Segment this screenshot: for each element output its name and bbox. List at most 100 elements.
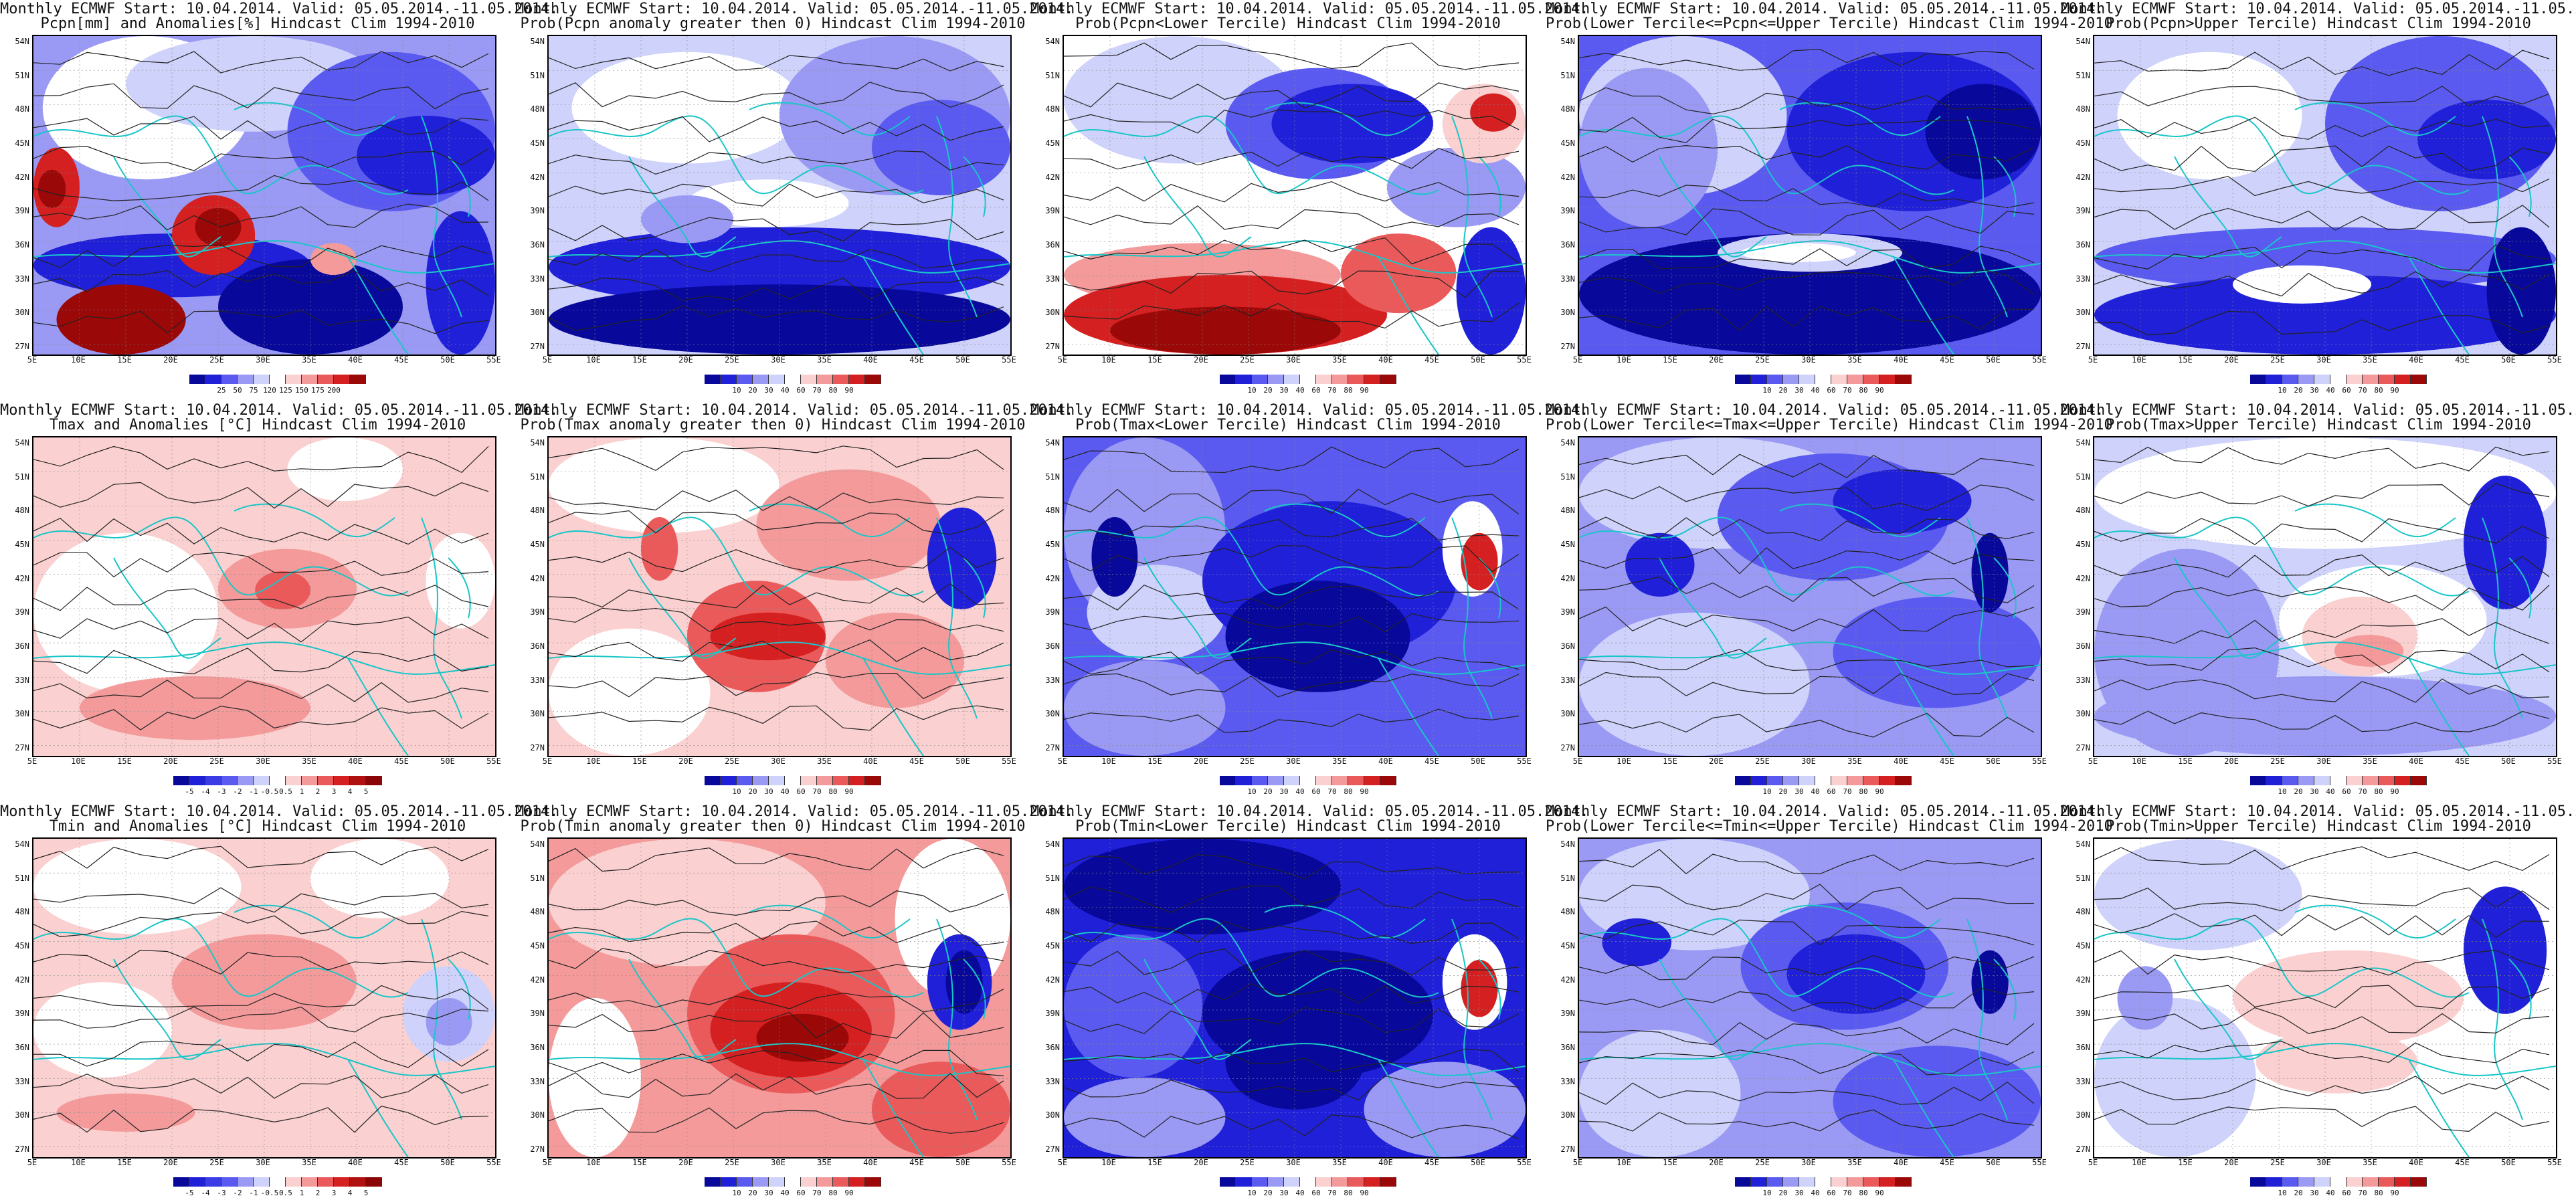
color-bar-label: 60 bbox=[1311, 787, 1321, 796]
lat-tick-label: 45N bbox=[15, 138, 29, 148]
contour-line bbox=[549, 583, 1004, 609]
coastline bbox=[1378, 658, 1439, 756]
color-bar-label: 30 bbox=[2310, 386, 2319, 395]
lat-tick-label: 30N bbox=[530, 308, 545, 318]
color-bar-segment bbox=[1268, 375, 1284, 384]
lat-tick-label: 54N bbox=[530, 438, 545, 447]
lat-tick-label: 33N bbox=[530, 274, 545, 284]
lat-tick-label: 36N bbox=[1560, 1043, 1575, 1052]
color-bar-segment bbox=[1364, 776, 1380, 785]
color-bar-segment bbox=[2411, 375, 2427, 384]
color-bar-segment bbox=[1831, 776, 1847, 785]
color-bar-segment bbox=[2266, 375, 2282, 384]
lat-tick-label: 54N bbox=[1045, 839, 1060, 849]
shaded-region bbox=[426, 998, 472, 1046]
lon-tick-label: 5E bbox=[542, 1158, 553, 1167]
color-bar-segment bbox=[366, 776, 382, 785]
contour-line bbox=[1064, 270, 1520, 298]
lon-tick-label: 50E bbox=[955, 757, 970, 766]
shaded-field bbox=[1579, 839, 2041, 1157]
lon-tick-label: 55E bbox=[1517, 1158, 1532, 1167]
color-bar-label: 60 bbox=[796, 787, 806, 796]
panel-subtitle: Prob(Tmax anomaly greater then 0) Hindca… bbox=[520, 417, 1026, 433]
color-bar-segment bbox=[1735, 776, 1751, 785]
color-bar-label: 60 bbox=[796, 386, 806, 395]
panel-subtitle: Prob(Tmax>Upper Tercile) Hindcast Clim 1… bbox=[2106, 417, 2531, 433]
lat-tick-label: 39N bbox=[15, 1009, 29, 1019]
map-panel-r2c2: Monthly ECMWF Start: 10.04.2014. Valid: … bbox=[515, 401, 1073, 803]
lat-tick-label: 39N bbox=[15, 206, 29, 216]
contour-line bbox=[1579, 919, 2035, 946]
shaded-region bbox=[195, 208, 242, 247]
color-bar-segment bbox=[1863, 1177, 1879, 1187]
coastline bbox=[1064, 1043, 1526, 1076]
color-bar-label: 80 bbox=[828, 1189, 838, 1197]
lat-tick-label: 27N bbox=[530, 342, 545, 351]
color-bar-label: -5 bbox=[185, 787, 194, 796]
color-bar-label: 40 bbox=[780, 1189, 790, 1197]
color-bar-segment bbox=[849, 375, 865, 384]
coastline bbox=[1451, 116, 1493, 318]
contour-line bbox=[1064, 1114, 1520, 1140]
color-bar-segment bbox=[1783, 375, 1799, 384]
contour-line bbox=[1579, 245, 2035, 270]
panel-subtitle: Prob(Pcpn anomaly greater then 0) Hindca… bbox=[520, 15, 1026, 32]
lat-tick-label: 45N bbox=[1560, 540, 1575, 549]
color-bar-label: 3 bbox=[331, 787, 337, 796]
contour-line bbox=[549, 276, 1004, 301]
coastline bbox=[549, 918, 924, 998]
lat-tick-label: 33N bbox=[2076, 274, 2090, 284]
contour-line bbox=[1064, 545, 1520, 573]
map-plot-area bbox=[1063, 436, 1527, 757]
color-bar-segment bbox=[238, 1177, 254, 1187]
coastline bbox=[1264, 503, 1426, 538]
lon-tick-label: 5E bbox=[2088, 757, 2098, 766]
lat-tick-label: 36N bbox=[1045, 1043, 1060, 1052]
lon-tick-label: 35E bbox=[1847, 757, 1862, 766]
contour-line bbox=[2094, 1076, 2550, 1100]
panel-subtitle: Pcpn[mm] and Anomalies[%] Hindcast Clim … bbox=[40, 15, 475, 32]
coastline bbox=[1378, 256, 1439, 355]
color-bar-segment bbox=[1332, 776, 1348, 785]
lon-tick-label: 35E bbox=[1332, 757, 1347, 766]
lon-tick-label: 25E bbox=[1755, 757, 1770, 766]
map-plot-area bbox=[32, 436, 496, 757]
lat-tick-label: 33N bbox=[15, 274, 29, 284]
map-plot-area bbox=[32, 837, 496, 1159]
lon-tick-label: 55E bbox=[486, 757, 501, 766]
coastline bbox=[2408, 1059, 2470, 1157]
lat-tick-label: 54N bbox=[15, 37, 29, 46]
lon-tick-label: 30E bbox=[256, 355, 270, 365]
lat-tick-label: 42N bbox=[15, 172, 29, 182]
lat-tick-label: 36N bbox=[1560, 240, 1575, 249]
lat-tick-label: 30N bbox=[1045, 709, 1060, 719]
map-panel-r1c1: Monthly ECMWF Start: 10.04.2014. Valid: … bbox=[0, 0, 558, 401]
lon-tick-label: 35E bbox=[1332, 355, 1347, 365]
color-bar-segment bbox=[2395, 1177, 2411, 1187]
lon-tick-label: 45E bbox=[1424, 355, 1439, 365]
lon-tick-label: 10E bbox=[2132, 757, 2146, 766]
coastline bbox=[2294, 503, 2456, 538]
contour-line bbox=[549, 705, 1004, 731]
color-bar-label: 60 bbox=[1311, 386, 1321, 395]
lat-tick-label: 36N bbox=[15, 240, 29, 249]
lat-tick-label: 42N bbox=[1560, 573, 1575, 583]
lon-tick-label: 5E bbox=[27, 1158, 37, 1167]
contour-line bbox=[2094, 176, 2550, 197]
color-bar-label: -1 bbox=[249, 787, 258, 796]
lat-tick-label: 42N bbox=[530, 975, 545, 985]
color-bar-label: -3 bbox=[217, 1189, 226, 1197]
coastline bbox=[1993, 156, 2017, 217]
lat-tick-label: 33N bbox=[530, 675, 545, 685]
lon-tick-label: 20E bbox=[163, 355, 178, 365]
lat-tick-label: 42N bbox=[2076, 172, 2090, 182]
color-bar-segment bbox=[238, 776, 254, 785]
color-bar-segment bbox=[1879, 776, 1896, 785]
color-bar-segment bbox=[1896, 776, 1912, 785]
color-bar-label: -2 bbox=[233, 1189, 242, 1197]
lon-tick-label: 30E bbox=[2316, 1158, 2331, 1167]
lat-tick-label: 27N bbox=[530, 1144, 545, 1154]
lon-tick-label: 40E bbox=[1378, 355, 1393, 365]
lon-tick-label: 20E bbox=[1194, 757, 1208, 766]
shaded-region bbox=[2233, 265, 2371, 304]
